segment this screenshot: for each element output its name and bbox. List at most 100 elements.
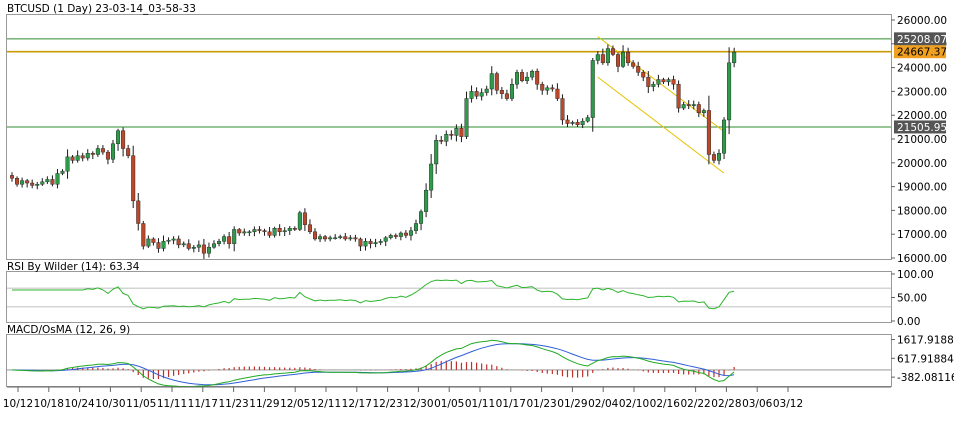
candle-body [626, 51, 631, 64]
candle-body [696, 104, 701, 114]
candle-body [656, 79, 661, 85]
macd-tick-label: 1617.91884 [897, 334, 954, 346]
candle-body [338, 236, 343, 238]
candle-body [722, 119, 727, 154]
candle-body [535, 70, 540, 85]
candle-body [9, 175, 14, 179]
candle-body [464, 98, 469, 137]
price-tick-label: 16000.00 [897, 253, 947, 265]
price-tick-label: 17000.00 [897, 229, 947, 241]
macd-title: MACD/OsMA (12, 26, 9) [7, 324, 130, 336]
rsi-tick-label: 50.00 [897, 293, 927, 305]
candle-body [651, 84, 656, 87]
price-tick-label: 19000.00 [897, 182, 947, 194]
candle-body [227, 236, 232, 244]
candle-body [247, 231, 252, 234]
date-tick-label: 11/05 [126, 398, 156, 410]
candle-body [105, 151, 110, 160]
date-tick-label: 12/23 [372, 398, 402, 410]
candle-body [732, 51, 737, 64]
candle-body [323, 236, 328, 240]
candle-body [252, 229, 257, 233]
candle-body [616, 54, 621, 67]
candle-body [621, 51, 626, 67]
candle-body [393, 235, 398, 237]
candle-body [333, 237, 338, 239]
candle-body [176, 238, 181, 246]
candle-body [595, 54, 600, 61]
candle-body [166, 239, 171, 242]
candle-body [302, 212, 307, 225]
candle-body [131, 155, 136, 202]
candle-body [449, 134, 454, 136]
date-tick-label: 02/28 [711, 398, 741, 410]
candle-body [494, 73, 499, 91]
candle-body [141, 223, 146, 247]
price-tick-label: 20000.00 [897, 158, 947, 170]
candle-body [292, 228, 297, 230]
candle-body [590, 60, 595, 118]
candle-body [545, 87, 550, 91]
candle-body [126, 148, 131, 156]
date-tick-label: 10/18 [34, 398, 64, 410]
candle-body [318, 236, 323, 240]
candle-body [575, 122, 580, 125]
candle-body [75, 155, 80, 161]
candle-body [454, 128, 459, 136]
candle-body [287, 228, 292, 231]
candle-body [520, 72, 525, 81]
candle-body [681, 104, 686, 109]
candle-body [55, 173, 60, 185]
candle-body [560, 98, 565, 121]
candle-body [40, 181, 45, 185]
candle-body [706, 110, 711, 155]
candle-body [550, 87, 555, 90]
candle-body [701, 110, 706, 114]
candle-body [469, 91, 474, 99]
candle-body [711, 154, 716, 161]
price-tick-label: 24000.00 [897, 63, 947, 75]
candle-body [717, 153, 722, 161]
date-tick-label: 11/11 [157, 398, 187, 410]
candle-body [151, 238, 156, 243]
candle-body [328, 237, 333, 240]
candle-body [600, 54, 605, 64]
date-tick-label: 02/10 [619, 398, 649, 410]
macd-line [11, 339, 735, 388]
date-tick-label: 10/24 [64, 398, 95, 410]
candle-body [555, 88, 560, 99]
rsi-pane [6, 271, 892, 323]
candle-body [20, 180, 25, 185]
rsi-plot [7, 279, 891, 310]
candle-body [95, 148, 100, 155]
candle-body [110, 143, 115, 160]
rsi-tick-label: 0.00 [897, 316, 920, 328]
date-tick-label: 01/23 [526, 398, 556, 410]
candle-body [585, 117, 590, 122]
candle-body [257, 229, 262, 231]
candle-body [156, 242, 161, 249]
level-tag-bg [894, 45, 946, 59]
price-tick-label: 26000.00 [897, 15, 947, 27]
candle-body [691, 104, 696, 106]
candle-body [186, 243, 191, 249]
candle-body [408, 230, 413, 236]
candle-body [530, 70, 535, 78]
candle-body [570, 122, 575, 124]
date-tick-label: 12/05 [280, 398, 310, 410]
candle-body [398, 232, 403, 237]
candle-body [30, 182, 35, 186]
candle-body [70, 156, 75, 161]
date-axis: 10/12 10/18 10/24 10/30 11/05 11/11 11/17 11/23… [3, 386, 891, 410]
candle-body [35, 184, 40, 186]
price-pane [6, 14, 892, 260]
date-tick-label: 12/11 [311, 398, 341, 410]
candle-body [196, 244, 201, 248]
candle-body [277, 228, 282, 233]
chart-title: BTCUSD (1 Day) 23-03-14_03-58-33 [7, 3, 196, 15]
date-tick-label: 02/04 [588, 398, 619, 410]
candle-body [605, 48, 610, 64]
level-tag-bg [894, 120, 946, 134]
candle-body [646, 76, 651, 87]
